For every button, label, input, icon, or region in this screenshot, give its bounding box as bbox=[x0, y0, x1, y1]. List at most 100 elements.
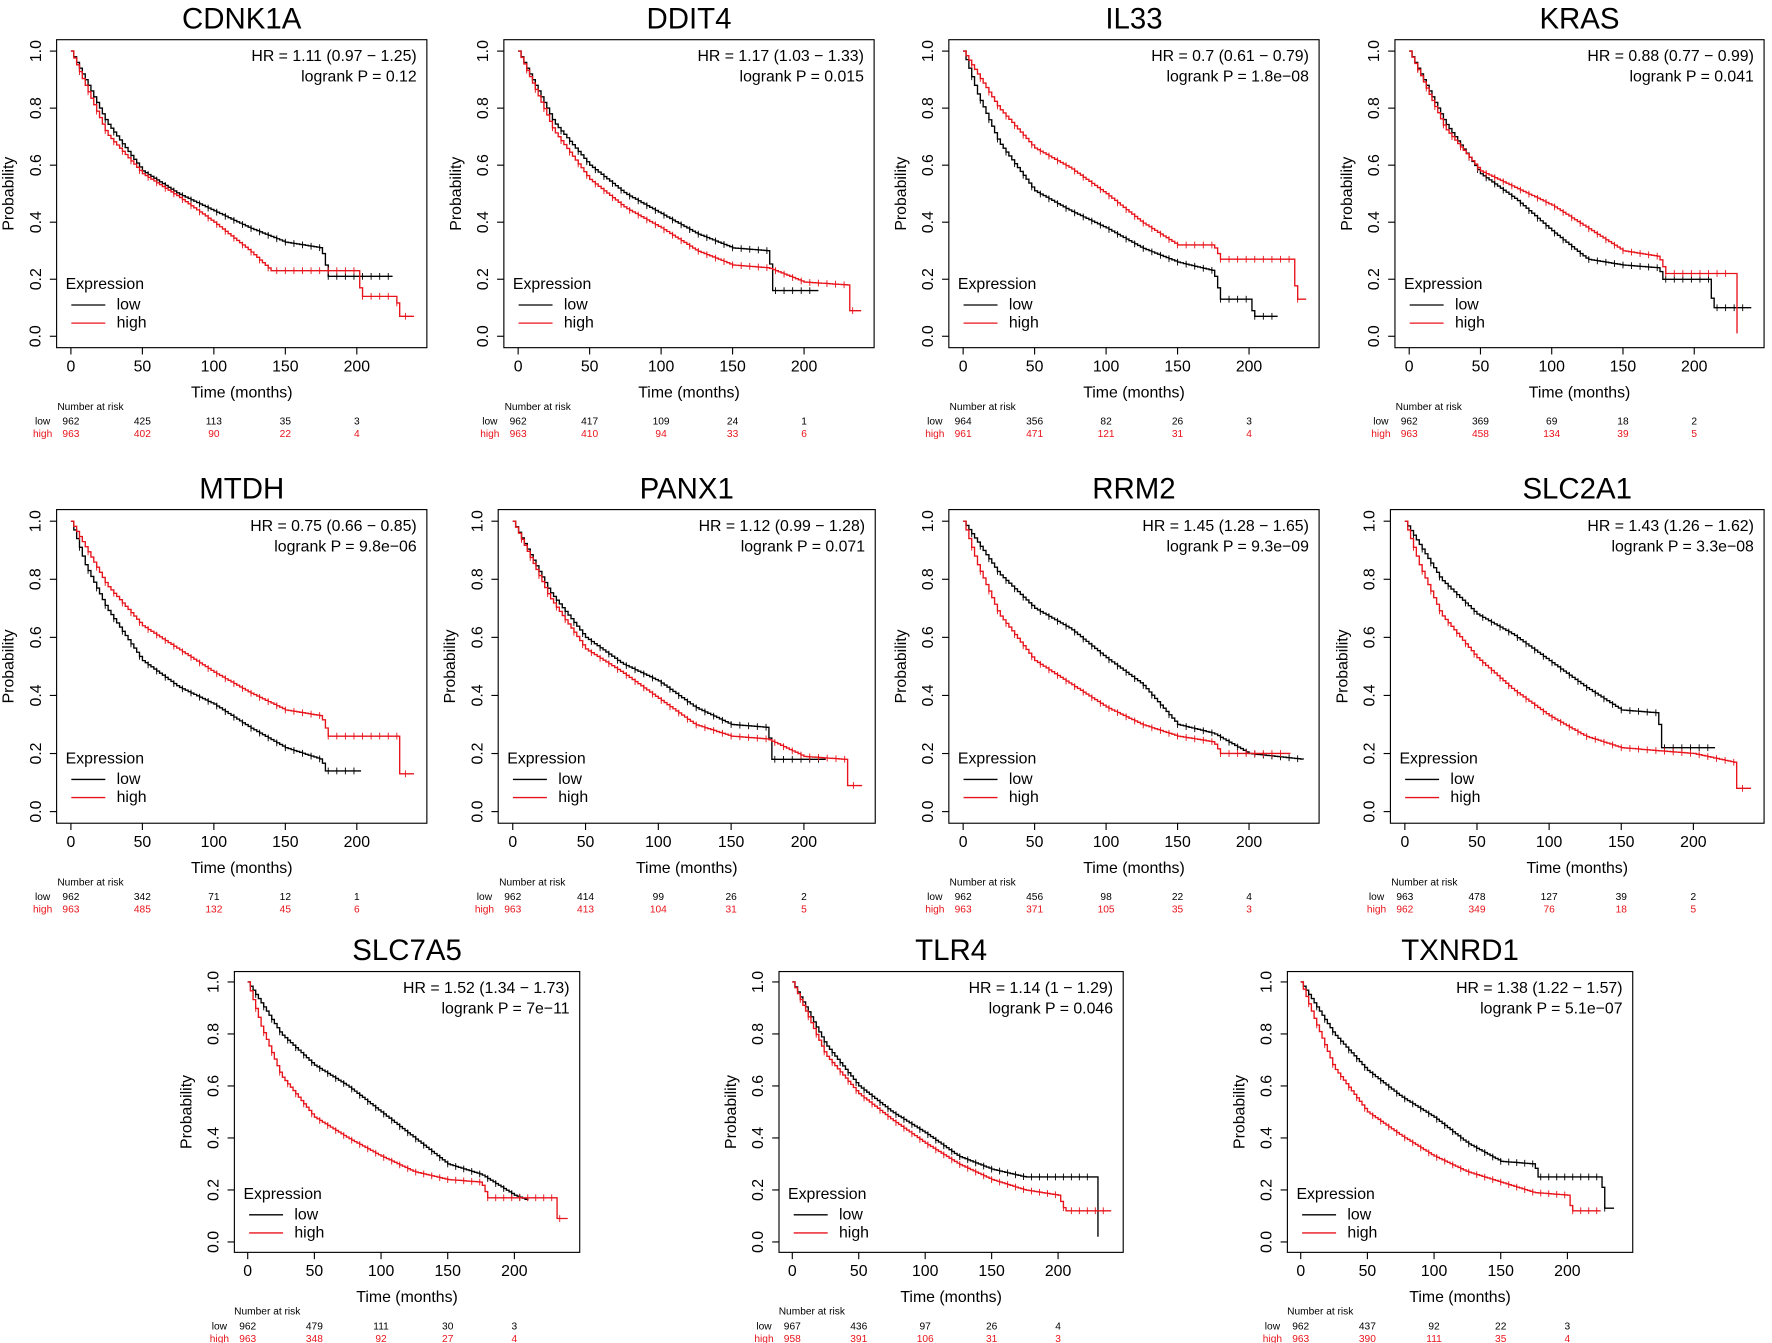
x-tick-label: 200 bbox=[344, 834, 371, 851]
x-tick-label: 200 bbox=[791, 358, 818, 375]
y-tick-label: 0.8 bbox=[469, 568, 486, 590]
censor-marks-high bbox=[521, 535, 854, 789]
x-tick-label: 0 bbox=[1405, 358, 1414, 375]
logrank-p-label: logrank P = 3.3e−08 bbox=[1611, 538, 1754, 555]
legend-label-high: high bbox=[294, 1224, 324, 1241]
risk-count-low: 456 bbox=[1026, 892, 1043, 903]
risk-row-label-low: low bbox=[482, 417, 498, 428]
y-tick-label: 0.0 bbox=[475, 325, 492, 347]
risk-row-label-high: high bbox=[210, 1334, 229, 1343]
hazard-ratio-label: HR = 0.88 (0.77 − 0.99) bbox=[1587, 48, 1753, 65]
km-curve-low bbox=[963, 520, 1305, 760]
y-tick-label: 1.0 bbox=[28, 510, 45, 532]
risk-count-high: 76 bbox=[1543, 905, 1555, 916]
y-tick-label: 0.0 bbox=[469, 800, 486, 822]
y-tick-label: 0.6 bbox=[750, 1075, 767, 1097]
risk-count-low: 39 bbox=[1616, 892, 1628, 903]
y-axis-label: Probability bbox=[893, 157, 910, 231]
logrank-p-label: logrank P = 0.12 bbox=[301, 69, 417, 86]
legend-title: Expression bbox=[513, 276, 591, 293]
y-tick-label: 0.6 bbox=[28, 626, 45, 648]
panel-title: SLC7A5 bbox=[352, 934, 462, 967]
y-tick-label: 0.4 bbox=[1259, 1127, 1276, 1149]
logrank-p-label: logrank P = 0.046 bbox=[989, 1000, 1114, 1017]
hazard-ratio-label: HR = 1.14 (1 − 1.29) bbox=[969, 980, 1113, 997]
risk-row-label-low: low bbox=[1369, 892, 1385, 903]
risk-count-low: 2 bbox=[1691, 417, 1697, 428]
risk-count-low: 436 bbox=[850, 1321, 867, 1332]
y-tick-label: 0.6 bbox=[1366, 154, 1383, 176]
hazard-ratio-label: HR = 1.38 (1.22 − 1.57) bbox=[1456, 980, 1622, 997]
x-tick-label: 50 bbox=[1472, 358, 1490, 375]
x-tick-label: 50 bbox=[306, 1263, 324, 1280]
risk-count-high: 106 bbox=[917, 1334, 934, 1343]
risk-count-low: 26 bbox=[1172, 417, 1184, 428]
censor-marks-low bbox=[526, 64, 811, 295]
risk-count-high: 22 bbox=[280, 429, 292, 440]
y-tick-label: 0.4 bbox=[1366, 211, 1383, 233]
risk-table-header: Number at risk bbox=[779, 1307, 846, 1318]
y-tick-label: 0.8 bbox=[28, 568, 45, 590]
y-axis-label: Probability bbox=[1, 157, 18, 231]
y-tick-label: 0.4 bbox=[1362, 684, 1379, 706]
hazard-ratio-label: HR = 0.7 (0.61 − 0.79) bbox=[1151, 48, 1309, 65]
y-tick-label: 0.8 bbox=[28, 97, 45, 119]
x-tick-label: 100 bbox=[645, 834, 672, 851]
risk-count-high: 132 bbox=[205, 905, 222, 916]
risk-count-low: 417 bbox=[581, 417, 598, 428]
logrank-p-label: logrank P = 0.041 bbox=[1630, 69, 1755, 86]
censor-marks-high bbox=[971, 543, 1281, 757]
panel-title: KRAS bbox=[1539, 2, 1619, 35]
risk-count-high: 402 bbox=[134, 429, 151, 440]
x-tick-label: 50 bbox=[134, 358, 152, 375]
risk-count-high: 31 bbox=[1172, 429, 1184, 440]
censor-marks-low bbox=[1308, 991, 1606, 1212]
y-tick-label: 0.8 bbox=[206, 1023, 223, 1045]
x-tick-label: 100 bbox=[201, 834, 228, 851]
risk-count-low: 22 bbox=[1172, 892, 1184, 903]
risk-count-low: 1 bbox=[354, 892, 360, 903]
risk-count-high: 35 bbox=[1172, 905, 1184, 916]
y-axis-label: Probability bbox=[893, 629, 910, 703]
risk-count-low: 99 bbox=[653, 892, 665, 903]
risk-count-high: 5 bbox=[801, 905, 807, 916]
x-tick-label: 150 bbox=[978, 1263, 1005, 1280]
risk-count-low: 22 bbox=[1495, 1321, 1507, 1332]
logrank-p-label: logrank P = 0.071 bbox=[741, 538, 866, 555]
y-tick-label: 0.6 bbox=[920, 626, 937, 648]
risk-count-low: 414 bbox=[577, 892, 594, 903]
censor-marks-low bbox=[521, 534, 819, 763]
y-tick-label: 0.2 bbox=[1259, 1179, 1276, 1201]
hazard-ratio-label: HR = 1.11 (0.97 − 1.25) bbox=[251, 48, 416, 65]
y-tick-label: 0.4 bbox=[469, 684, 486, 706]
x-tick-label: 150 bbox=[1164, 834, 1191, 851]
risk-count-high: 104 bbox=[650, 905, 667, 916]
censor-marks-high bbox=[971, 61, 1299, 303]
y-axis-label: Probability bbox=[442, 629, 459, 703]
y-tick-label: 0.6 bbox=[469, 626, 486, 648]
risk-row-label-high: high bbox=[1371, 429, 1390, 440]
plot-frame bbox=[56, 39, 428, 349]
risk-count-high: 90 bbox=[208, 429, 220, 440]
risk-row-label-low: low bbox=[927, 417, 943, 428]
km-panel-slc2a1: SLC2A1 HR = 1.43 (1.26 − 1.62) logrank P =… bbox=[1334, 472, 1765, 916]
censor-marks-high bbox=[79, 68, 406, 320]
x-tick-label: 50 bbox=[1026, 358, 1044, 375]
hazard-ratio-label: HR = 1.43 (1.26 − 1.62) bbox=[1587, 518, 1753, 535]
censor-marks-high bbox=[255, 1005, 561, 1222]
panel-title: RRM2 bbox=[1092, 472, 1175, 505]
y-tick-label: 0.6 bbox=[28, 154, 45, 176]
y-tick-label: 1.0 bbox=[206, 971, 223, 993]
x-tick-label: 100 bbox=[1093, 358, 1120, 375]
legend-label-low: low bbox=[564, 297, 588, 314]
x-tick-label: 0 bbox=[1400, 834, 1409, 851]
risk-count-low: 109 bbox=[653, 417, 670, 428]
censor-marks-high bbox=[1417, 66, 1727, 277]
y-tick-label: 0.8 bbox=[1362, 568, 1379, 590]
risk-count-high: 35 bbox=[1495, 1334, 1507, 1343]
hazard-ratio-label: HR = 1.45 (1.28 − 1.65) bbox=[1142, 518, 1308, 535]
y-tick-label: 1.0 bbox=[475, 40, 492, 62]
y-tick-label: 0.6 bbox=[1259, 1075, 1276, 1097]
legend-label-high: high bbox=[117, 789, 147, 806]
